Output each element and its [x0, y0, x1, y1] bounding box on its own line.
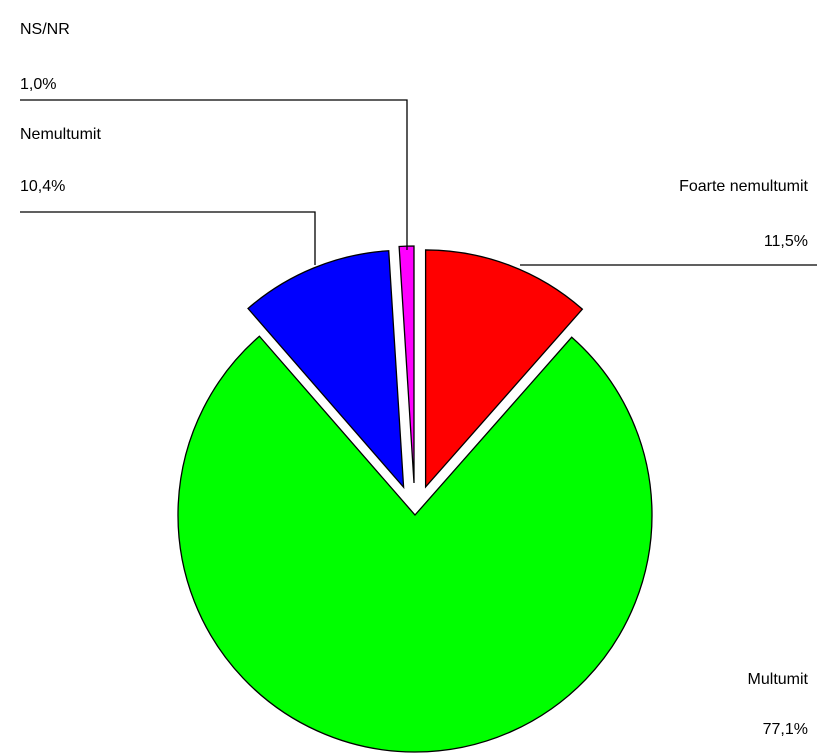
slice-label: NS/NR	[20, 21, 70, 38]
pie-slice	[247, 250, 405, 490]
slice-value-label: 11,5%	[764, 233, 808, 250]
slice-label: Multumit	[748, 671, 809, 688]
slice-value-label: 10,4%	[20, 178, 65, 195]
pie-slice	[177, 335, 653, 753]
slice-value-label: 77,1%	[763, 721, 808, 738]
leader-line	[20, 211, 316, 265]
slice-value-label: 1,0%	[20, 76, 56, 93]
pie-slice	[424, 249, 584, 489]
slice-label: Nemultumit	[20, 126, 101, 143]
leader-line	[20, 99, 408, 250]
slice-label: Foarte nemultumit	[679, 178, 808, 195]
